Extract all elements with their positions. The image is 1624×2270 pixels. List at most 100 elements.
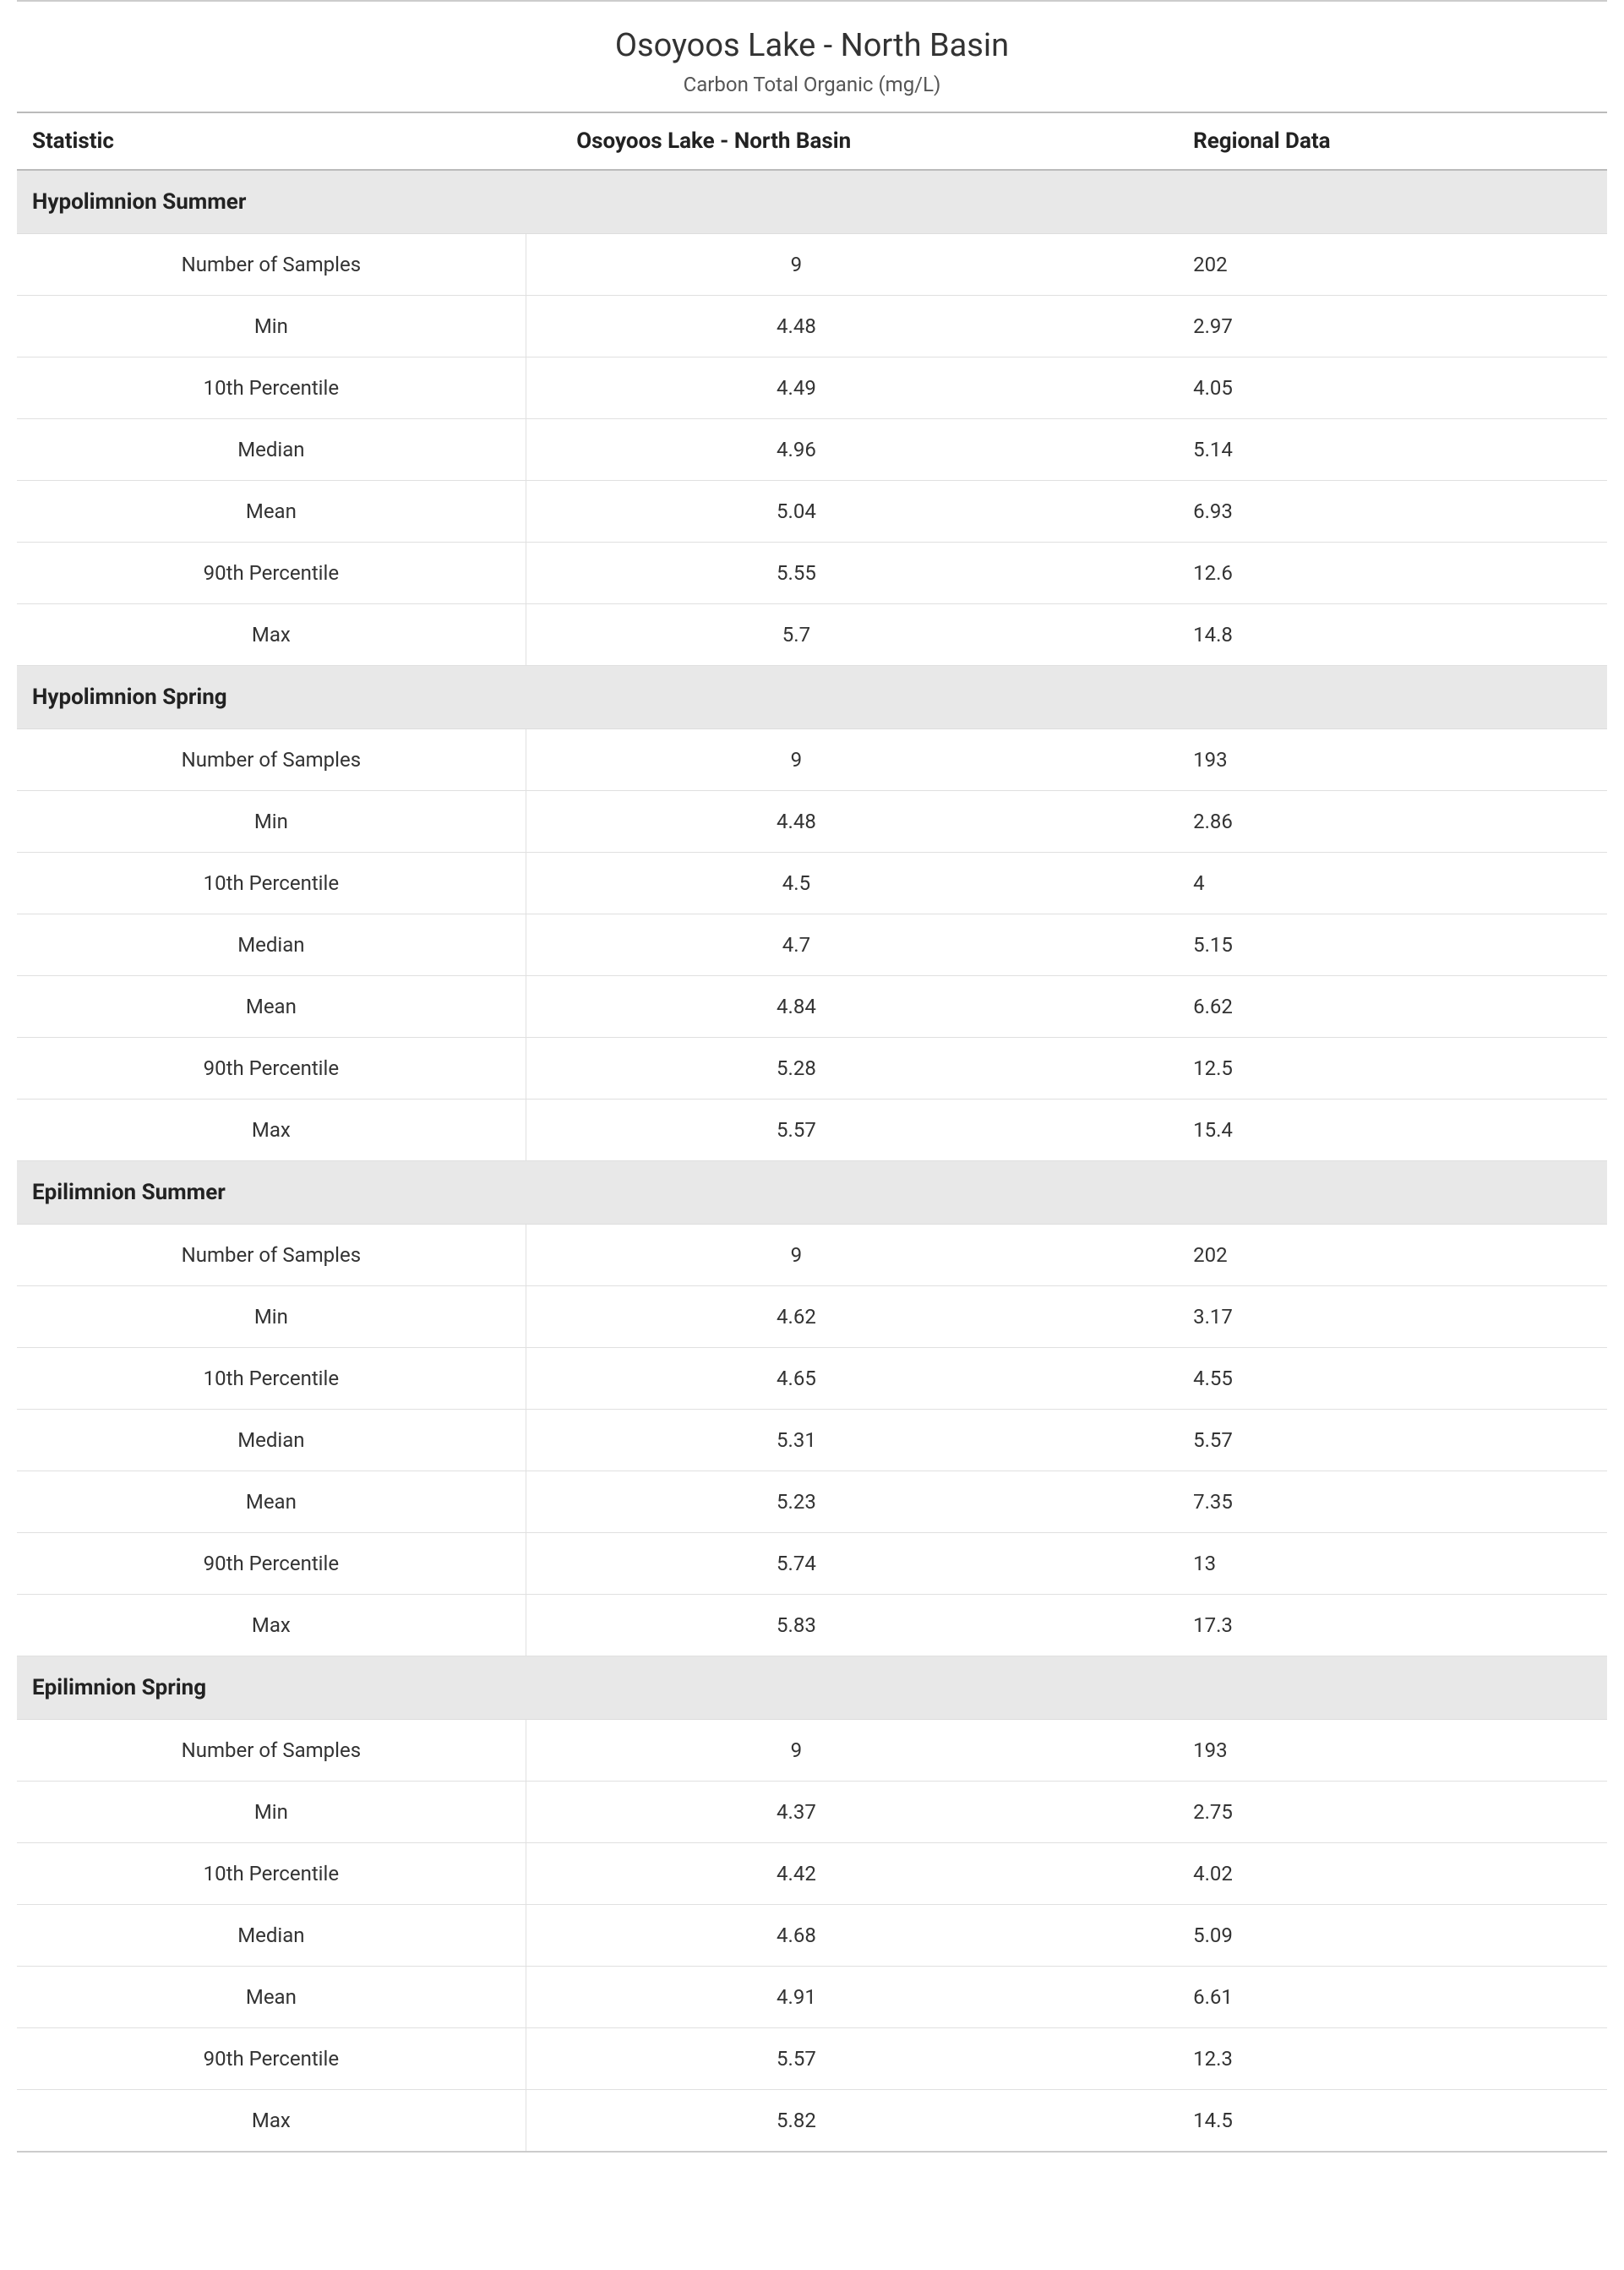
local-value: 4.37 <box>526 1782 1066 1843</box>
table-row: Median4.965.14 <box>17 419 1607 481</box>
stat-label: Mean <box>17 1967 526 2028</box>
table-row: Min4.623.17 <box>17 1286 1607 1348</box>
regional-value: 5.09 <box>1066 1905 1607 1967</box>
table-row: 90th Percentile5.7413 <box>17 1533 1607 1595</box>
section-title: Epilimnion Spring <box>17 1656 1607 1720</box>
section-header: Epilimnion Summer <box>17 1161 1607 1225</box>
table-row: Number of Samples9202 <box>17 1225 1607 1286</box>
stat-label: Min <box>17 296 526 357</box>
stat-label: Median <box>17 914 526 976</box>
regional-value: 17.3 <box>1066 1595 1607 1656</box>
local-value: 9 <box>526 1225 1066 1286</box>
table-row: Max5.5715.4 <box>17 1100 1607 1161</box>
local-value: 4.65 <box>526 1348 1066 1410</box>
regional-value: 202 <box>1066 1225 1607 1286</box>
stat-label: 10th Percentile <box>17 357 526 419</box>
col-header-statistic: Statistic <box>17 112 526 170</box>
local-value: 4.49 <box>526 357 1066 419</box>
regional-value: 12.5 <box>1066 1038 1607 1100</box>
table-row: Mean5.046.93 <box>17 481 1607 543</box>
regional-value: 14.5 <box>1066 2090 1607 2153</box>
local-value: 5.31 <box>526 1410 1066 1471</box>
stat-label: Median <box>17 1905 526 1967</box>
col-header-local: Osoyoos Lake - North Basin <box>526 112 1066 170</box>
local-value: 4.96 <box>526 419 1066 481</box>
stat-label: 10th Percentile <box>17 1348 526 1410</box>
table-header: Statistic Osoyoos Lake - North Basin Reg… <box>17 112 1607 170</box>
stat-label: Number of Samples <box>17 234 526 296</box>
table-body: Hypolimnion SummerNumber of Samples9202M… <box>17 170 1607 2152</box>
stat-label: Median <box>17 1410 526 1471</box>
local-value: 4.5 <box>526 853 1066 914</box>
stat-label: Median <box>17 419 526 481</box>
stat-label: 10th Percentile <box>17 853 526 914</box>
regional-value: 3.17 <box>1066 1286 1607 1348</box>
local-value: 5.74 <box>526 1533 1066 1595</box>
regional-value: 5.15 <box>1066 914 1607 976</box>
table-row: 10th Percentile4.494.05 <box>17 357 1607 419</box>
local-value: 4.42 <box>526 1843 1066 1905</box>
regional-value: 2.86 <box>1066 791 1607 853</box>
table-row: Mean5.237.35 <box>17 1471 1607 1533</box>
table-row: 10th Percentile4.424.02 <box>17 1843 1607 1905</box>
local-value: 5.82 <box>526 2090 1066 2153</box>
local-value: 9 <box>526 729 1066 791</box>
local-value: 5.57 <box>526 1100 1066 1161</box>
table-row: Number of Samples9193 <box>17 729 1607 791</box>
local-value: 5.04 <box>526 481 1066 543</box>
local-value: 4.91 <box>526 1967 1066 2028</box>
regional-value: 14.8 <box>1066 604 1607 666</box>
regional-value: 6.93 <box>1066 481 1607 543</box>
regional-value: 4.55 <box>1066 1348 1607 1410</box>
local-value: 5.83 <box>526 1595 1066 1656</box>
table-header-row: Statistic Osoyoos Lake - North Basin Reg… <box>17 112 1607 170</box>
table-row: Max5.8214.5 <box>17 2090 1607 2153</box>
local-value: 4.7 <box>526 914 1066 976</box>
regional-value: 13 <box>1066 1533 1607 1595</box>
regional-value: 15.4 <box>1066 1100 1607 1161</box>
page-title: Osoyoos Lake - North Basin <box>0 27 1624 64</box>
table-row: Max5.714.8 <box>17 604 1607 666</box>
table-row: Median4.75.15 <box>17 914 1607 976</box>
regional-value: 6.62 <box>1066 976 1607 1038</box>
stat-label: Number of Samples <box>17 729 526 791</box>
col-header-regional: Regional Data <box>1066 112 1607 170</box>
stat-label: 90th Percentile <box>17 1038 526 1100</box>
stat-label: 90th Percentile <box>17 543 526 604</box>
stat-label: 90th Percentile <box>17 1533 526 1595</box>
regional-value: 12.6 <box>1066 543 1607 604</box>
stat-label: Min <box>17 1782 526 1843</box>
stat-label: Max <box>17 604 526 666</box>
page-root: Osoyoos Lake - North Basin Carbon Total … <box>0 0 1624 2153</box>
section-title: Epilimnion Summer <box>17 1161 1607 1225</box>
regional-value: 12.3 <box>1066 2028 1607 2090</box>
regional-value: 2.75 <box>1066 1782 1607 1843</box>
stat-label: Number of Samples <box>17 1720 526 1782</box>
stat-label: Min <box>17 1286 526 1348</box>
regional-value: 4.05 <box>1066 357 1607 419</box>
table-row: 10th Percentile4.654.55 <box>17 1348 1607 1410</box>
local-value: 5.7 <box>526 604 1066 666</box>
section-header: Hypolimnion Spring <box>17 666 1607 729</box>
regional-value: 6.61 <box>1066 1967 1607 2028</box>
local-value: 4.48 <box>526 296 1066 357</box>
title-block: Osoyoos Lake - North Basin Carbon Total … <box>0 2 1624 112</box>
table-row: Mean4.846.62 <box>17 976 1607 1038</box>
local-value: 4.48 <box>526 791 1066 853</box>
table-row: Number of Samples9193 <box>17 1720 1607 1782</box>
local-value: 4.62 <box>526 1286 1066 1348</box>
table-row: Min4.482.97 <box>17 296 1607 357</box>
regional-value: 5.57 <box>1066 1410 1607 1471</box>
stat-label: Min <box>17 791 526 853</box>
regional-value: 202 <box>1066 234 1607 296</box>
local-value: 4.68 <box>526 1905 1066 1967</box>
local-value: 9 <box>526 1720 1066 1782</box>
section-title: Hypolimnion Spring <box>17 666 1607 729</box>
table-row: Median4.685.09 <box>17 1905 1607 1967</box>
table-row: Min4.372.75 <box>17 1782 1607 1843</box>
regional-value: 4.02 <box>1066 1843 1607 1905</box>
stat-label: Mean <box>17 1471 526 1533</box>
stat-label: Mean <box>17 481 526 543</box>
regional-value: 5.14 <box>1066 419 1607 481</box>
local-value: 9 <box>526 234 1066 296</box>
